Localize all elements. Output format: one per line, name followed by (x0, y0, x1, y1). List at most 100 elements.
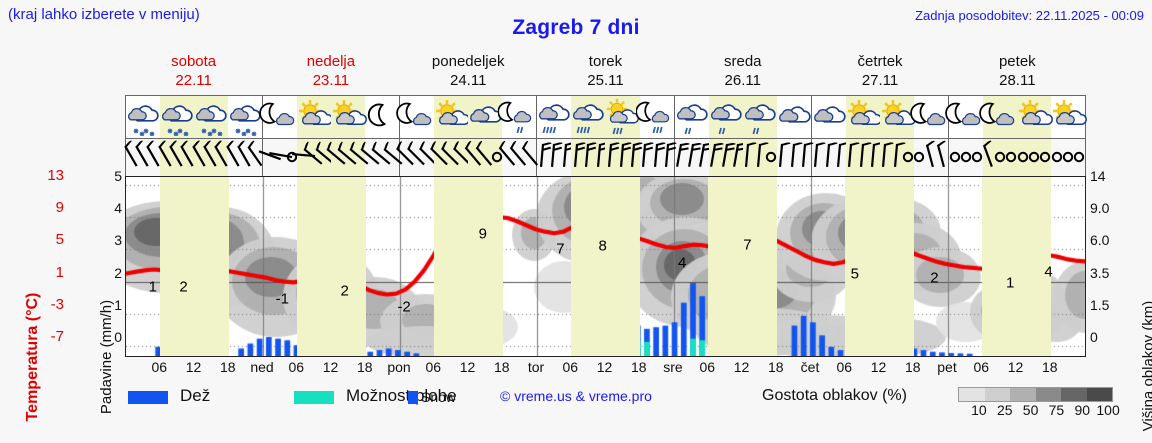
wind-barb-cell (982, 139, 1017, 176)
temperature-value-label: 5 (850, 265, 859, 283)
temperature-value-label: 2 (179, 278, 188, 296)
wind-day-group (537, 139, 677, 176)
rain-legend-label: Dež (180, 386, 211, 405)
cloud-height-tick: 9.0 (1090, 200, 1110, 217)
temperature-value-label: 1 (148, 278, 158, 296)
cloud-height-tick: 6.0 (1090, 232, 1110, 249)
cloud-density-tick: 100 (1096, 402, 1120, 418)
wind-barb (498, 140, 516, 166)
x-tick-label: čet (800, 359, 820, 375)
wind-barb-cell (430, 139, 471, 176)
wind-barb (476, 140, 493, 166)
icon-day-group (812, 96, 949, 138)
cloud-icon (468, 96, 503, 138)
x-tick-label: 18 (904, 359, 921, 375)
temperature-tick: 1 (55, 263, 64, 281)
shower-color-swatch (294, 391, 334, 404)
cloud-icon (777, 96, 811, 138)
day-header-sreda: sreda 26.11 (674, 52, 811, 92)
precipitation-tick: 5 (114, 168, 122, 184)
wind-barb-cell (157, 139, 195, 176)
temperature-tick: -7 (50, 328, 64, 345)
x-tick-label: 12 (459, 359, 476, 375)
daylight-band (160, 177, 229, 356)
sun-cloud-icon (331, 96, 368, 138)
day-name: nedelja (306, 53, 356, 70)
wind-day-group (949, 139, 1085, 176)
weather-icon-row (125, 95, 1087, 139)
icon-day-group (126, 96, 264, 138)
wind-barb (360, 141, 380, 165)
day-date: 28.11 (999, 72, 1036, 89)
wind-barb (123, 139, 138, 167)
x-tick-label: pet (937, 359, 957, 375)
day-header-torek: torek 25.11 (537, 52, 674, 92)
wind-barb (710, 142, 724, 167)
temperature-value-label: 7 (743, 236, 752, 254)
wind-barb (191, 139, 206, 167)
wind-barb (337, 141, 357, 165)
cloud-density-tick: 10 (971, 402, 987, 418)
snow-color-swatch (408, 391, 418, 404)
temperature-value-label: 1 (1006, 274, 1015, 292)
wind-day-group (395, 139, 538, 176)
temperature-value-label: 4 (678, 254, 687, 272)
wind-barb-cell (191, 139, 229, 176)
shower-legend-label: Možnost plohe (346, 386, 457, 405)
wind-barb-cell (914, 139, 948, 176)
wind-barb-cell (675, 139, 713, 176)
day-header-nedelja: nedelja 23.11 (262, 52, 399, 92)
moon-cloud-icon (979, 96, 1017, 138)
cloud-height-axis-ticks: 14 9.0 6.0 3.5 1.5 0 (1090, 166, 1120, 366)
moon-cloud-icon (259, 96, 297, 138)
temperature-value-label: 4 (1044, 263, 1053, 281)
wind-barb-calm (960, 151, 972, 163)
daylight-band (297, 177, 366, 356)
wind-barb-calm (765, 151, 777, 163)
wind-barb-calm (1017, 151, 1028, 163)
x-tick-label: sre (663, 359, 683, 375)
wind-barb (214, 139, 229, 167)
wind-barb-cell (258, 139, 297, 176)
wind-barb-calm (902, 151, 914, 163)
wind-barb (430, 140, 448, 166)
temperature-value-label: -1 (275, 290, 289, 308)
cloud-snow-icon (126, 96, 160, 138)
wind-barb (925, 140, 935, 168)
moon-icon (365, 96, 399, 138)
wind-barb (687, 142, 702, 167)
wind-barb-calm (1040, 151, 1051, 163)
cloud-density-step (1061, 388, 1087, 401)
x-tick-label: 12 (1007, 359, 1024, 375)
menu-hint-text: (kraj lahko izberete v meniju) (8, 6, 200, 23)
wind-barb (464, 140, 482, 166)
cloud-drizzle-icon (742, 96, 777, 138)
wind-barb (882, 141, 894, 167)
wind-barb-cell (845, 139, 883, 176)
x-tick-label: 18 (356, 359, 373, 375)
x-tick-label: 18 (767, 359, 784, 375)
temperature-value-label: 2 (930, 269, 939, 287)
x-tick-label: 18 (493, 359, 510, 375)
sun-cloud-icon (1016, 96, 1053, 138)
x-tick-label: tor (527, 359, 545, 375)
cloud-density-tick: 50 (1022, 402, 1039, 418)
x-axis-tick-labels: 06 12 18 ned 06 12 18 pon 06 12 18 tor 06 12 18 sre 06 12… (125, 359, 1086, 379)
copyright-text[interactable]: © vreme.us & vreme.pro (500, 388, 652, 404)
wind-barb (314, 141, 335, 165)
daylight-band (434, 177, 503, 356)
temperature-tick: -3 (50, 295, 64, 313)
wind-barb (441, 140, 460, 166)
wind-barb (407, 140, 426, 166)
daylight-band (982, 177, 1051, 356)
precipitation-tick: 0 (114, 329, 122, 345)
wind-barb-calm (286, 151, 297, 163)
wind-barb-cell (879, 139, 914, 176)
sun-cloud-icon (297, 96, 334, 138)
cloud-density-step (1010, 388, 1036, 401)
wind-barb-cell (225, 139, 263, 176)
day-date: 24.11 (449, 72, 487, 89)
cloud-density-step (1035, 388, 1061, 401)
x-tick-label: 12 (733, 359, 750, 375)
wind-barb (653, 141, 665, 167)
